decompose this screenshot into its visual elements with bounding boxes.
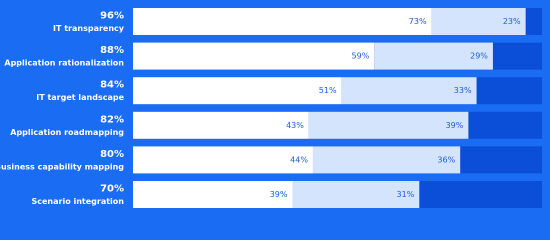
value-label: 23% (503, 17, 521, 26)
category-label: IT transparency (53, 24, 125, 33)
bar-segment (133, 146, 313, 174)
bar-segment (341, 77, 477, 105)
bar-segment (133, 42, 375, 70)
value-label: 43% (286, 121, 304, 130)
category-label: Scenario integration (31, 197, 124, 206)
total-label: 70% (100, 184, 124, 195)
bar-segment (308, 111, 469, 139)
total-label: 88% (100, 45, 124, 56)
value-label: 59% (352, 52, 370, 61)
value-label: 33% (454, 86, 472, 95)
chart: 96% IT transparency 73% 23% 88% Application r… (0, 8, 542, 208)
total-label: 96% (100, 11, 124, 22)
bar-segment (312, 146, 461, 174)
bar-segment (133, 8, 432, 35)
total-label: 80% (100, 149, 124, 160)
value-label: 73% (409, 17, 427, 26)
value-label: 31% (397, 190, 415, 199)
category-label: Application roadmapping (10, 128, 124, 137)
value-label: 36% (437, 155, 455, 164)
value-label: 51% (319, 86, 337, 95)
value-label: 44% (290, 155, 308, 164)
value-label: 39% (270, 190, 288, 199)
total-label: 82% (100, 114, 124, 125)
bar-segment (292, 181, 420, 208)
category-label: Business capability mapping (0, 162, 124, 171)
category-label: IT target landscape (36, 93, 124, 102)
bar-segment (133, 77, 342, 105)
total-label: 84% (100, 80, 124, 91)
value-label: 39% (446, 121, 464, 130)
bar-segment (431, 8, 526, 35)
bar-segment (133, 111, 309, 139)
category-label: Application rationalization (4, 59, 124, 68)
bar-segment (133, 181, 293, 208)
page: 96% IT transparency 73% 23% 88% Application r… (0, 8, 542, 208)
value-label: 29% (470, 52, 488, 61)
bar-segment (374, 42, 493, 70)
